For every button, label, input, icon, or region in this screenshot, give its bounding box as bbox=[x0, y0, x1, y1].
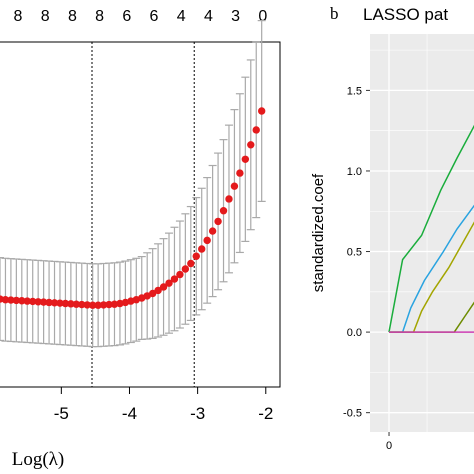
a-point bbox=[12, 296, 21, 305]
a-point bbox=[7, 296, 15, 304]
a-point bbox=[181, 265, 190, 273]
b-panel-letter: b bbox=[330, 4, 339, 23]
a-point bbox=[56, 299, 64, 307]
a-point bbox=[29, 297, 37, 306]
a-point bbox=[99, 301, 108, 309]
a-reference-lines bbox=[91, 42, 195, 387]
a-point bbox=[225, 195, 233, 203]
a-top-axis-labels: 8 8 8 8 6 6 4 4 3 0 bbox=[14, 8, 268, 25]
a-x-tick-label: -4 bbox=[122, 404, 137, 423]
a-x-tick-label: -5 bbox=[54, 404, 69, 423]
b-title: LASSO pat bbox=[363, 5, 448, 24]
a-top-label: 4 bbox=[204, 8, 213, 25]
a-point bbox=[23, 297, 31, 305]
a-top-label: 0 bbox=[258, 8, 267, 25]
a-point bbox=[50, 299, 59, 307]
a-point bbox=[165, 279, 173, 287]
a-point bbox=[214, 217, 222, 226]
a-point bbox=[67, 300, 75, 308]
b-x-axis: 0 bbox=[386, 432, 392, 452]
a-point bbox=[247, 141, 255, 149]
a-plot-area bbox=[0, 41, 281, 388]
a-point bbox=[110, 300, 119, 308]
a-x-tick-label: -3 bbox=[190, 404, 205, 423]
a-point bbox=[236, 169, 244, 177]
a-point bbox=[39, 298, 48, 306]
b-y-tick-label: -0.5 bbox=[343, 408, 362, 420]
a-error-bar bbox=[0, 257, 4, 342]
a-top-label: 6 bbox=[122, 8, 131, 25]
a-point bbox=[1, 296, 10, 304]
a-point bbox=[148, 289, 157, 298]
a-x-tick-label: -2 bbox=[258, 404, 273, 423]
a-point bbox=[78, 300, 86, 309]
a-point bbox=[170, 275, 179, 283]
a-point bbox=[176, 270, 184, 279]
b-y-axis-label: standardized.coef bbox=[310, 173, 327, 292]
b-y-tick-label: 1.0 bbox=[347, 166, 362, 178]
a-point bbox=[208, 227, 217, 235]
b-y-tick-label: 1.5 bbox=[347, 85, 362, 97]
a-point bbox=[154, 286, 162, 295]
b-gridlines bbox=[370, 34, 474, 432]
a-point bbox=[34, 298, 42, 306]
a-x-axis: -5 -4 -3 -2 bbox=[54, 387, 273, 423]
a-point bbox=[45, 298, 53, 307]
panel-b-lasso-path-plot: b LASSO pat -0.5 0.0 0.5 1.0 1.5 0 standardi… bbox=[310, 4, 474, 452]
a-points bbox=[0, 107, 266, 309]
a-x-axis-label: Log(λ) bbox=[12, 449, 64, 470]
a-point bbox=[18, 297, 26, 305]
a-top-label: 8 bbox=[41, 8, 50, 25]
b-x-tick-label: 0 bbox=[386, 440, 392, 452]
a-point bbox=[83, 301, 91, 309]
a-top-label: 8 bbox=[14, 8, 23, 25]
a-point bbox=[252, 126, 260, 134]
a-point bbox=[241, 155, 250, 163]
a-top-label: 8 bbox=[95, 8, 104, 25]
a-point bbox=[61, 299, 70, 308]
a-point bbox=[72, 300, 81, 308]
panel-a-cross-validation-plot: 8 8 8 8 6 6 4 4 3 0 -5 -4 -3 -2 Log(λ) bbox=[0, 8, 281, 470]
a-top-label: 8 bbox=[68, 8, 77, 25]
a-point bbox=[198, 245, 206, 253]
a-point bbox=[187, 259, 195, 268]
a-point bbox=[192, 252, 200, 260]
a-top-label: 3 bbox=[231, 8, 240, 25]
a-point bbox=[94, 301, 102, 309]
a-top-label: 6 bbox=[150, 8, 159, 25]
a-point bbox=[203, 236, 211, 245]
a-top-label: 4 bbox=[177, 8, 186, 25]
a-point bbox=[257, 107, 266, 115]
b-coefficient-path bbox=[388, 124, 474, 333]
b-coefficient-paths bbox=[388, 124, 474, 333]
b-y-tick-label: 0.5 bbox=[347, 247, 362, 259]
a-point bbox=[159, 283, 168, 291]
a-point bbox=[105, 300, 113, 309]
b-y-axis: -0.5 0.0 0.5 1.0 1.5 bbox=[343, 85, 370, 420]
b-y-tick-label: 0.0 bbox=[347, 327, 362, 339]
a-point bbox=[88, 301, 97, 309]
a-point bbox=[230, 182, 239, 190]
a-point bbox=[219, 207, 228, 215]
